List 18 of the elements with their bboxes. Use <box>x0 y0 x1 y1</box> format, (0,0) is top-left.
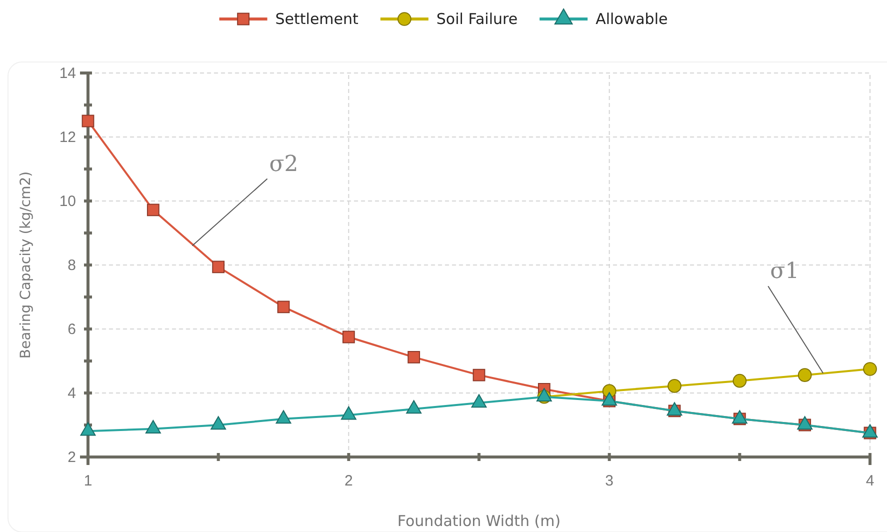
legend-label: Soil Failure <box>436 10 518 28</box>
y-tick-label: 4 <box>68 384 76 402</box>
x-tick-label: 2 <box>344 472 353 490</box>
legend-label: Settlement <box>275 10 359 28</box>
y-tick-label: 6 <box>68 320 76 338</box>
x-tick-label: 4 <box>866 472 874 490</box>
x-tick-label: 1 <box>84 472 92 490</box>
x-axis-title: Foundation Width (m) <box>397 512 561 530</box>
y-tick-label: 14 <box>59 64 76 82</box>
x-tick-label: 3 <box>605 472 614 490</box>
y-tick-label: 2 <box>68 448 76 466</box>
y-tick-label: 12 <box>59 128 76 146</box>
y-tick-label: 10 <box>59 192 76 210</box>
y-axis-title: Bearing Capacity (kg/cm2) <box>18 171 34 359</box>
y-tick-label: 8 <box>68 256 76 274</box>
legend-label: Allowable <box>596 10 668 28</box>
annotation: σ1 <box>770 259 800 284</box>
annotation: σ2 <box>269 152 298 177</box>
